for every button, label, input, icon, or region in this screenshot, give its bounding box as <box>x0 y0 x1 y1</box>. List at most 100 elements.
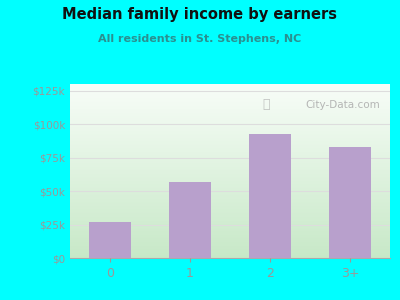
Bar <box>70 167 390 168</box>
Bar <box>70 102 390 103</box>
Bar <box>70 201 390 202</box>
Bar <box>70 130 390 131</box>
Bar <box>70 192 390 193</box>
Bar <box>70 101 390 102</box>
Bar <box>70 200 390 201</box>
Bar <box>70 160 390 161</box>
Bar <box>70 256 390 257</box>
Bar <box>70 117 390 118</box>
Bar <box>70 238 390 239</box>
Bar <box>70 194 390 195</box>
Bar <box>70 140 390 141</box>
Bar <box>70 110 390 111</box>
Bar <box>70 144 390 145</box>
Bar <box>169 182 211 258</box>
Bar <box>70 135 390 136</box>
Bar <box>70 246 390 247</box>
Bar <box>70 170 390 171</box>
Bar <box>70 103 390 104</box>
Bar <box>70 198 390 199</box>
Text: Median family income by earners: Median family income by earners <box>62 8 338 22</box>
Bar <box>70 129 390 130</box>
Bar <box>70 97 390 98</box>
Bar <box>70 191 390 192</box>
Bar <box>70 143 390 144</box>
Bar <box>70 213 390 214</box>
Bar <box>70 248 390 249</box>
Bar <box>70 157 390 158</box>
Bar <box>70 142 390 143</box>
Bar <box>70 150 390 151</box>
Bar <box>70 116 390 117</box>
Bar <box>70 252 390 253</box>
Bar <box>70 240 390 241</box>
Bar <box>70 172 390 173</box>
Bar <box>70 209 390 210</box>
Bar <box>70 124 390 125</box>
Bar <box>70 204 390 205</box>
Bar <box>70 228 390 229</box>
Bar <box>70 214 390 215</box>
Bar <box>70 220 390 221</box>
Bar <box>70 115 390 116</box>
Bar <box>70 165 390 166</box>
Bar <box>70 138 390 139</box>
Bar <box>70 190 390 191</box>
Bar <box>70 136 390 137</box>
Bar <box>70 159 390 160</box>
Bar <box>89 222 131 258</box>
Bar <box>70 202 390 203</box>
Bar <box>70 232 390 233</box>
Bar <box>70 95 390 96</box>
Bar <box>70 114 390 115</box>
Bar <box>70 145 390 146</box>
Bar <box>70 212 390 213</box>
Bar <box>70 99 390 100</box>
Bar <box>329 147 371 258</box>
Bar <box>70 207 390 208</box>
Bar <box>70 236 390 237</box>
Bar <box>70 158 390 159</box>
Bar <box>70 215 390 216</box>
Bar <box>70 216 390 217</box>
Bar <box>70 94 390 95</box>
Bar <box>70 88 390 89</box>
Bar <box>70 168 390 169</box>
Bar <box>70 249 390 250</box>
Bar <box>70 162 390 163</box>
Bar <box>70 222 390 223</box>
Bar <box>70 119 390 120</box>
Bar <box>70 257 390 258</box>
Bar <box>70 221 390 222</box>
Bar <box>70 105 390 106</box>
Bar <box>70 206 390 207</box>
Bar <box>70 154 390 155</box>
Bar <box>70 208 390 209</box>
Bar <box>70 163 390 164</box>
Bar <box>70 226 390 227</box>
Bar <box>70 125 390 126</box>
Bar <box>70 187 390 188</box>
Bar <box>70 151 390 152</box>
Bar <box>70 87 390 88</box>
Bar <box>70 223 390 224</box>
Bar <box>70 131 390 132</box>
Bar <box>70 241 390 242</box>
Bar <box>70 161 390 162</box>
Bar <box>70 203 390 204</box>
Bar <box>70 147 390 148</box>
Bar <box>70 233 390 234</box>
Bar <box>70 230 390 231</box>
Bar <box>70 235 390 236</box>
Bar <box>70 152 390 153</box>
Bar <box>70 231 390 232</box>
Bar <box>70 111 390 112</box>
Text: All residents in St. Stephens, NC: All residents in St. Stephens, NC <box>98 34 302 44</box>
Bar <box>70 199 390 200</box>
Text: City-Data.com: City-Data.com <box>306 100 380 110</box>
Bar <box>70 224 390 225</box>
Bar <box>70 137 390 138</box>
Bar <box>70 243 390 244</box>
Bar <box>70 237 390 238</box>
Bar <box>70 141 390 142</box>
